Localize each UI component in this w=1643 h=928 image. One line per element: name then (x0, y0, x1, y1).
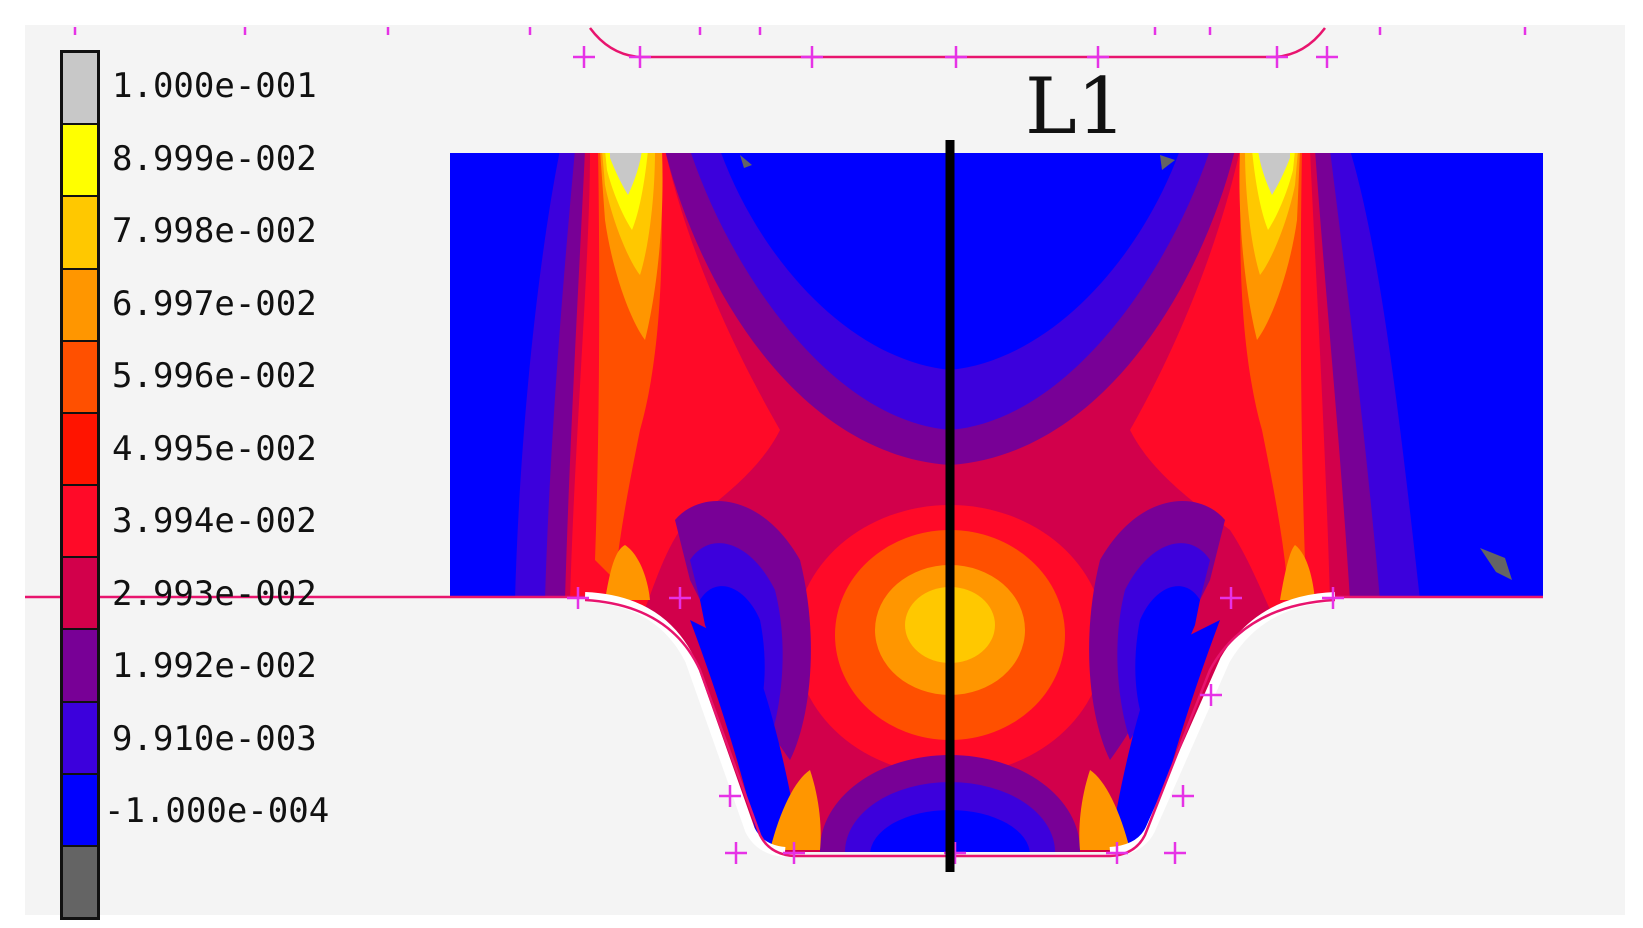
legend-swatch (63, 413, 97, 487)
legend-swatch (63, 269, 97, 342)
legend-label: 4.995e-002 (112, 428, 317, 469)
legend-swatch (63, 702, 97, 775)
legend-swatch (63, 846, 97, 918)
legend-swatch (63, 53, 97, 126)
legend-swatch (63, 558, 97, 631)
legend-color-bar (60, 50, 100, 920)
legend-swatch (63, 630, 97, 703)
legend-swatch (63, 774, 97, 847)
legend-label: 1.992e-002 (112, 646, 317, 687)
legend-label: 3.994e-002 (112, 501, 317, 542)
legend-label: 5.996e-002 (112, 356, 317, 397)
legend-label: 7.998e-002 (112, 211, 317, 252)
legend-swatch (63, 486, 97, 559)
stress-contour-body (450, 153, 1543, 852)
legend-label: 6.997e-002 (112, 283, 317, 324)
section-line-label: L1 (1025, 62, 1127, 152)
legend-label: 9.910e-003 (112, 718, 317, 759)
legend-label: 2.993e-002 (112, 573, 317, 614)
legend-swatch (63, 125, 97, 198)
legend-swatch (63, 197, 97, 270)
legend-label: 1.000e-001 (112, 66, 317, 107)
legend-swatch (63, 341, 97, 414)
legend-label: -1.000e-004 (104, 791, 330, 832)
node-markers (73, 27, 1527, 864)
legend-label: 8.999e-002 (112, 138, 317, 179)
